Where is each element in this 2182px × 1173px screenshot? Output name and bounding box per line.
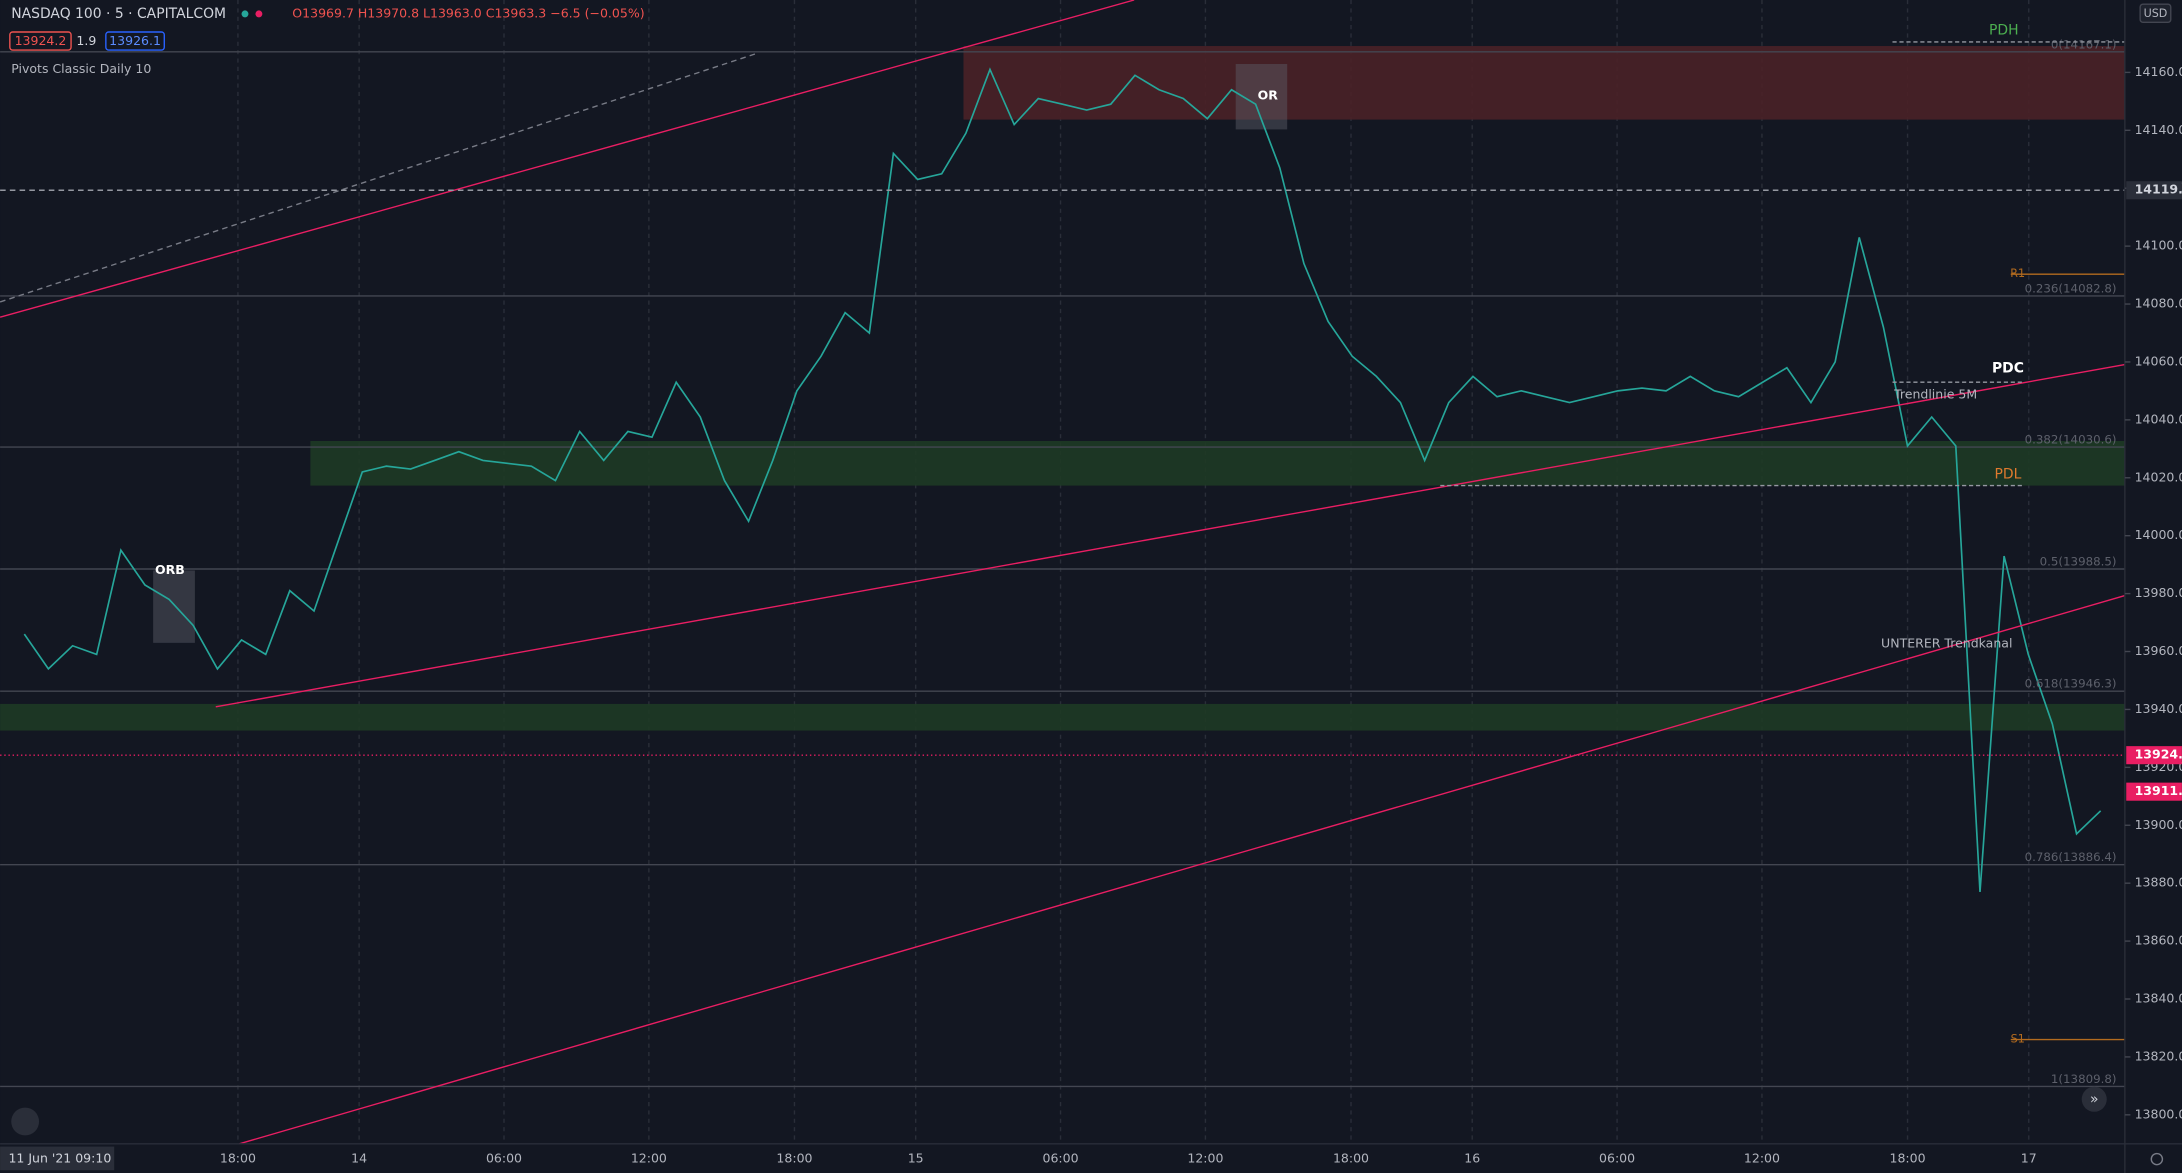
x-tick-label: 16	[1464, 1151, 1480, 1166]
indicator-label: Pivots Classic Daily 10	[11, 61, 151, 76]
x-tick-label: 12:00	[1187, 1151, 1223, 1166]
scroll-icon[interactable]: »	[2090, 1091, 2099, 1107]
buy-price[interactable]: 13926.1	[109, 33, 161, 48]
y-tick-label: 13980.0	[2135, 585, 2182, 600]
zone	[963, 46, 2125, 120]
buy-button[interactable]	[105, 31, 165, 51]
level-label: S1	[2011, 1033, 2025, 1046]
y-tick-label: 13860.0	[2135, 933, 2182, 948]
trend-line	[239, 594, 2126, 1145]
x-tick-label: 06:00	[1599, 1151, 1635, 1166]
level-label: PDH	[1989, 23, 2019, 39]
price-tag	[2126, 782, 2182, 801]
y-tick-label: 14140.0	[2135, 122, 2182, 137]
x-tick-label: 06:00	[1043, 1151, 1079, 1166]
cursor-time: 11 Jun '21 09:10	[8, 1151, 111, 1166]
level-label: PDC	[1992, 361, 2024, 377]
range-box	[153, 570, 195, 643]
y-tick-label: 14020.0	[2135, 469, 2182, 484]
trend-line	[0, 0, 1135, 318]
overlay: 0(14167.1) 0.236(14082.8) 0.382(14030.6) 0.…	[0, 23, 2125, 1086]
range-box-label: OR	[1258, 88, 1279, 103]
annotation: UNTERER Trendkanal	[1881, 636, 2012, 651]
logo[interactable]	[11, 1107, 40, 1136]
sell-price[interactable]: 13924.2	[15, 33, 67, 48]
y-tick-label: 13840.0	[2135, 990, 2182, 1005]
settings-icon[interactable]	[2150, 1152, 2164, 1166]
level-label: R1	[2010, 267, 2025, 280]
currency[interactable]: USD	[2144, 7, 2168, 20]
fib-label: 0.786(13886.4)	[2025, 850, 2117, 864]
y-tick-label: 14080.0	[2135, 296, 2182, 311]
cursor-time-box	[0, 1146, 115, 1171]
price-tag-label: 13911.6	[2135, 783, 2182, 798]
plot-area	[0, 0, 2125, 1144]
price-line	[23, 67, 2102, 892]
x-tick-label: 12:00	[631, 1151, 667, 1166]
currency-box[interactable]	[2139, 3, 2172, 23]
fib-label: 0.5(13988.5)	[2040, 555, 2117, 569]
symbol: NASDAQ 100 · 5 · CAPITALCOM	[11, 6, 226, 22]
y-tick-label: 14000.0	[2135, 527, 2182, 542]
x-tick-label: 12:00	[1744, 1151, 1780, 1166]
trend-line	[0, 52, 759, 303]
y-tick-label: 13880.0	[2135, 875, 2182, 890]
fib-label: 0.618(13946.3)	[2025, 677, 2117, 691]
price-tag	[2126, 181, 2182, 200]
x-tick-label: 18:00	[1333, 1151, 1369, 1166]
price-tag-label: 14119.3	[2135, 182, 2182, 197]
x-tick-label: 18:00	[776, 1151, 812, 1166]
x-tick-label: 18:00	[1890, 1151, 1926, 1166]
y-tick-label: 13820.0	[2135, 1048, 2182, 1063]
zone	[0, 703, 2125, 731]
status-dot	[255, 10, 263, 18]
spread: 1.9	[76, 33, 96, 48]
price-tag-label: 13924.2	[2135, 747, 2182, 762]
y-tick-label: 14040.0	[2135, 411, 2182, 426]
y-tick-label: 14100.0	[2135, 238, 2182, 253]
y-tick-label: 13940.0	[2135, 701, 2182, 716]
x-tick-label: 06:00	[486, 1151, 522, 1166]
x-tick-label: 15	[908, 1151, 924, 1166]
sell-button[interactable]	[9, 31, 72, 51]
fib-label: 0.236(14082.8)	[2025, 281, 2117, 295]
x-tick-label: 17	[2021, 1151, 2037, 1166]
y-tick-label: 13900.0	[2135, 817, 2182, 832]
fib-label: 0.382(14030.6)	[2025, 433, 2117, 447]
range-box-label: ORB	[155, 562, 185, 577]
status-dot	[241, 10, 249, 18]
y-tick-label: 14160.0	[2135, 64, 2182, 79]
fib-label: 1(13809.8)	[2051, 1072, 2117, 1086]
y-tick-label: 13960.0	[2135, 643, 2182, 658]
x-tick-label: 14	[351, 1151, 367, 1166]
price-tag	[2126, 746, 2182, 765]
y-tick-label: 14060.0	[2135, 353, 2182, 368]
fib-label: 0(14167.1)	[2051, 37, 2117, 51]
scroll-button[interactable]	[2081, 1086, 2107, 1112]
x-tick-label: 18:00	[220, 1151, 256, 1166]
trend-line	[215, 363, 2125, 708]
annotation: Trendlinie 5M	[1893, 387, 1977, 402]
level-label: PDL	[1995, 466, 2022, 482]
ohlc: O13969.7 H13970.8 L13963.0 C13963.3 −6.5…	[292, 5, 644, 20]
y-tick-label: 13800.0	[2135, 1106, 2182, 1121]
